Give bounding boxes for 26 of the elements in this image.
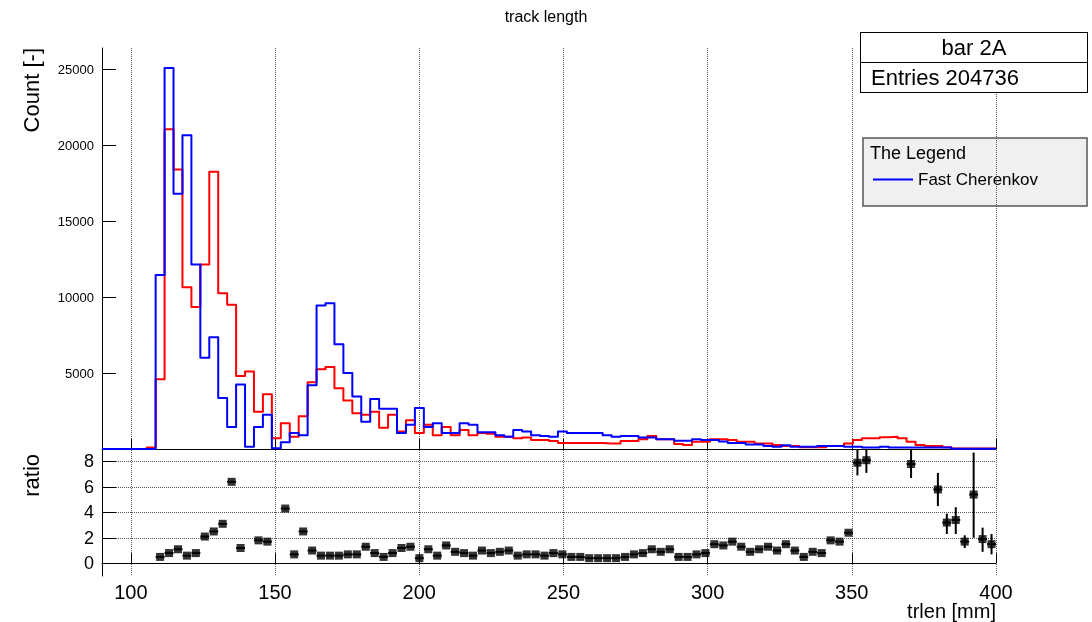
x-axis-title: trlen [mm] [907, 600, 996, 622]
x-tick-label: 300 [690, 581, 725, 603]
annotation: Entries 204736 [861, 62, 1087, 92]
annotation: bar 2A [940, 34, 1008, 62]
y-tick-label: 0 [83, 553, 94, 574]
y-tick-label: 4 [83, 502, 94, 523]
x-tick-label: 150 [258, 581, 292, 603]
y-tick-label: 10000 [57, 289, 94, 305]
x-tick-label: 250 [546, 581, 581, 603]
y-tick-label: 25000 [57, 61, 94, 77]
y-tick-label: 5000 [65, 365, 94, 381]
y-tick-label: 6 [83, 476, 94, 497]
y-tick-label: 15000 [57, 213, 94, 229]
x-tick-label: 100 [114, 581, 148, 603]
y-tick-label: 8 [83, 451, 94, 472]
legend-title: The Legend [870, 143, 967, 163]
x-tick-label: 400 [979, 581, 1013, 603]
y-tick-label: 20000 [57, 137, 94, 153]
legend-label: Fast Cherenkov [918, 170, 1039, 189]
y-tick-label: 2 [83, 527, 94, 548]
stats-box: bar 2A Entries 204736 [860, 32, 1088, 93]
x-tick-label: 350 [835, 581, 869, 603]
y-axis-title: ratio [18, 454, 44, 497]
x-tick-label: 200 [402, 581, 436, 603]
chart-title: track length [504, 7, 588, 25]
y-axis-title: Count [-] [18, 48, 44, 133]
